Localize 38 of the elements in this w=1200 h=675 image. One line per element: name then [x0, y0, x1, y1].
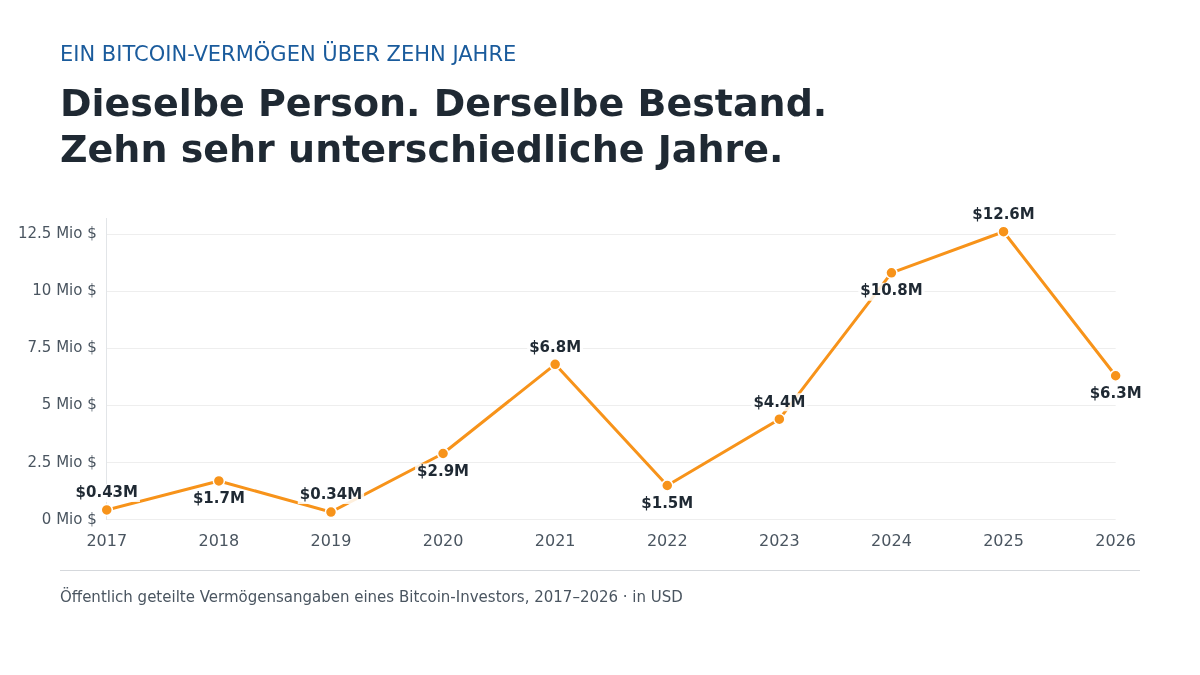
point	[548, 358, 562, 371]
x-tick-label: 2022	[646, 530, 688, 550]
data-label: $12.6M	[972, 205, 1035, 224]
x-tick-label: 2024	[871, 530, 912, 550]
x-tick-label: 2021	[534, 530, 576, 550]
x-tick-label: 2026	[1095, 530, 1136, 550]
x-tick-label: 2020	[422, 530, 464, 550]
data-label: $6.8M	[529, 337, 582, 356]
x-tick-label: 2018	[198, 530, 240, 550]
y-tick-label: 2.5 Mio $	[27, 452, 97, 471]
data-label: $0.34M	[299, 485, 363, 504]
point	[1109, 369, 1122, 383]
y-tick-label: 7.5 Mio $	[27, 338, 97, 357]
chart-title: Dieselbe Person. Derselbe Bestand. Zehn sehr unterschiedliche Jahre.	[60, 80, 828, 172]
point	[436, 447, 450, 460]
chart-subtitle: EIN BITCOIN-VERMÖGEN ÜBER ZEHN JAHRE	[60, 42, 517, 66]
data-label: $0.43M	[75, 483, 138, 502]
point	[661, 479, 674, 492]
x-tick-label: 2025	[983, 530, 1024, 550]
text: Öffentlich geteilte Vermögensangaben eines Bitcoin-Investors, 2017–2026 · in USD	[60, 588, 683, 606]
point	[212, 474, 226, 488]
data-label: $4.4M	[753, 392, 806, 411]
data-label: $6.3M	[1089, 384, 1142, 403]
data-label: $1.5M	[641, 493, 694, 512]
x-tick-label: 2017	[86, 530, 128, 550]
point	[885, 266, 898, 280]
data-label: $1.7M	[192, 489, 245, 508]
y-tick-label: 0 Mio $	[41, 509, 97, 528]
point	[100, 503, 114, 517]
y-tick-label: 12.5 Mio $	[18, 223, 97, 242]
point	[773, 412, 786, 426]
data-label: $2.9M	[417, 461, 470, 480]
point	[324, 505, 338, 519]
x-tick-label: 2019	[310, 530, 352, 550]
y-tick-label: 10 Mio $	[32, 281, 97, 300]
x-tick-label: 2023	[758, 530, 800, 550]
y-tick-label: 5 Mio $	[41, 395, 97, 414]
data-label: $10.8M	[860, 281, 923, 300]
